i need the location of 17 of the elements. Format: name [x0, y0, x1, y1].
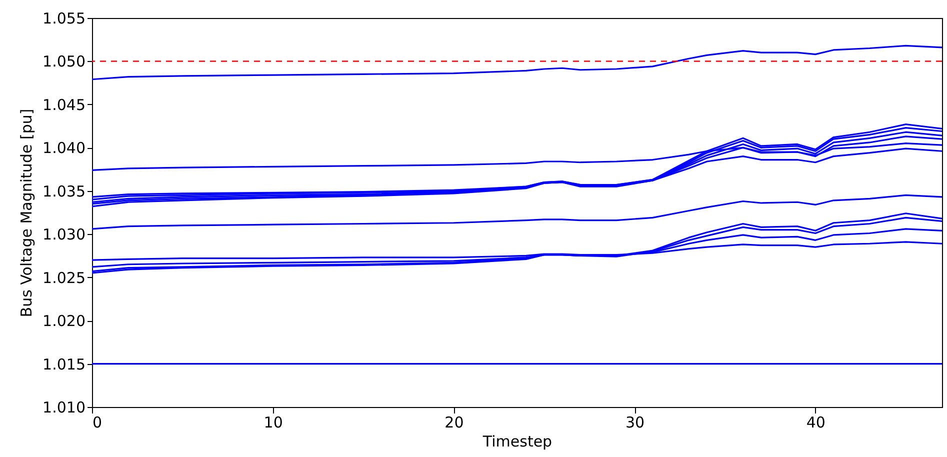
x-tick-label: 0	[92, 414, 102, 432]
x-tick-label: 10	[264, 414, 283, 432]
x-axis-title: Timestep	[482, 432, 552, 450]
y-tick-label: 1.045	[42, 96, 86, 114]
x-tick-label: 30	[626, 414, 645, 432]
y-tick-label: 1.040	[42, 139, 86, 158]
y-axis-title: Bus Voltage Magnitude [pu]	[18, 108, 36, 318]
y-tick-label: 1.035	[42, 182, 86, 200]
y-tick-label: 1.025	[42, 268, 86, 287]
y-tick-label: 1.010	[42, 398, 86, 416]
y-tick-label: 1.055	[42, 10, 86, 28]
y-tick-label: 1.030	[42, 226, 86, 244]
y-tick-label: 1.050	[42, 52, 86, 71]
x-tick-label: 40	[806, 414, 826, 432]
y-tick-label: 1.020	[42, 312, 86, 330]
x-tick-label: 20	[444, 414, 464, 432]
y-tick-label: 1.015	[42, 355, 86, 374]
